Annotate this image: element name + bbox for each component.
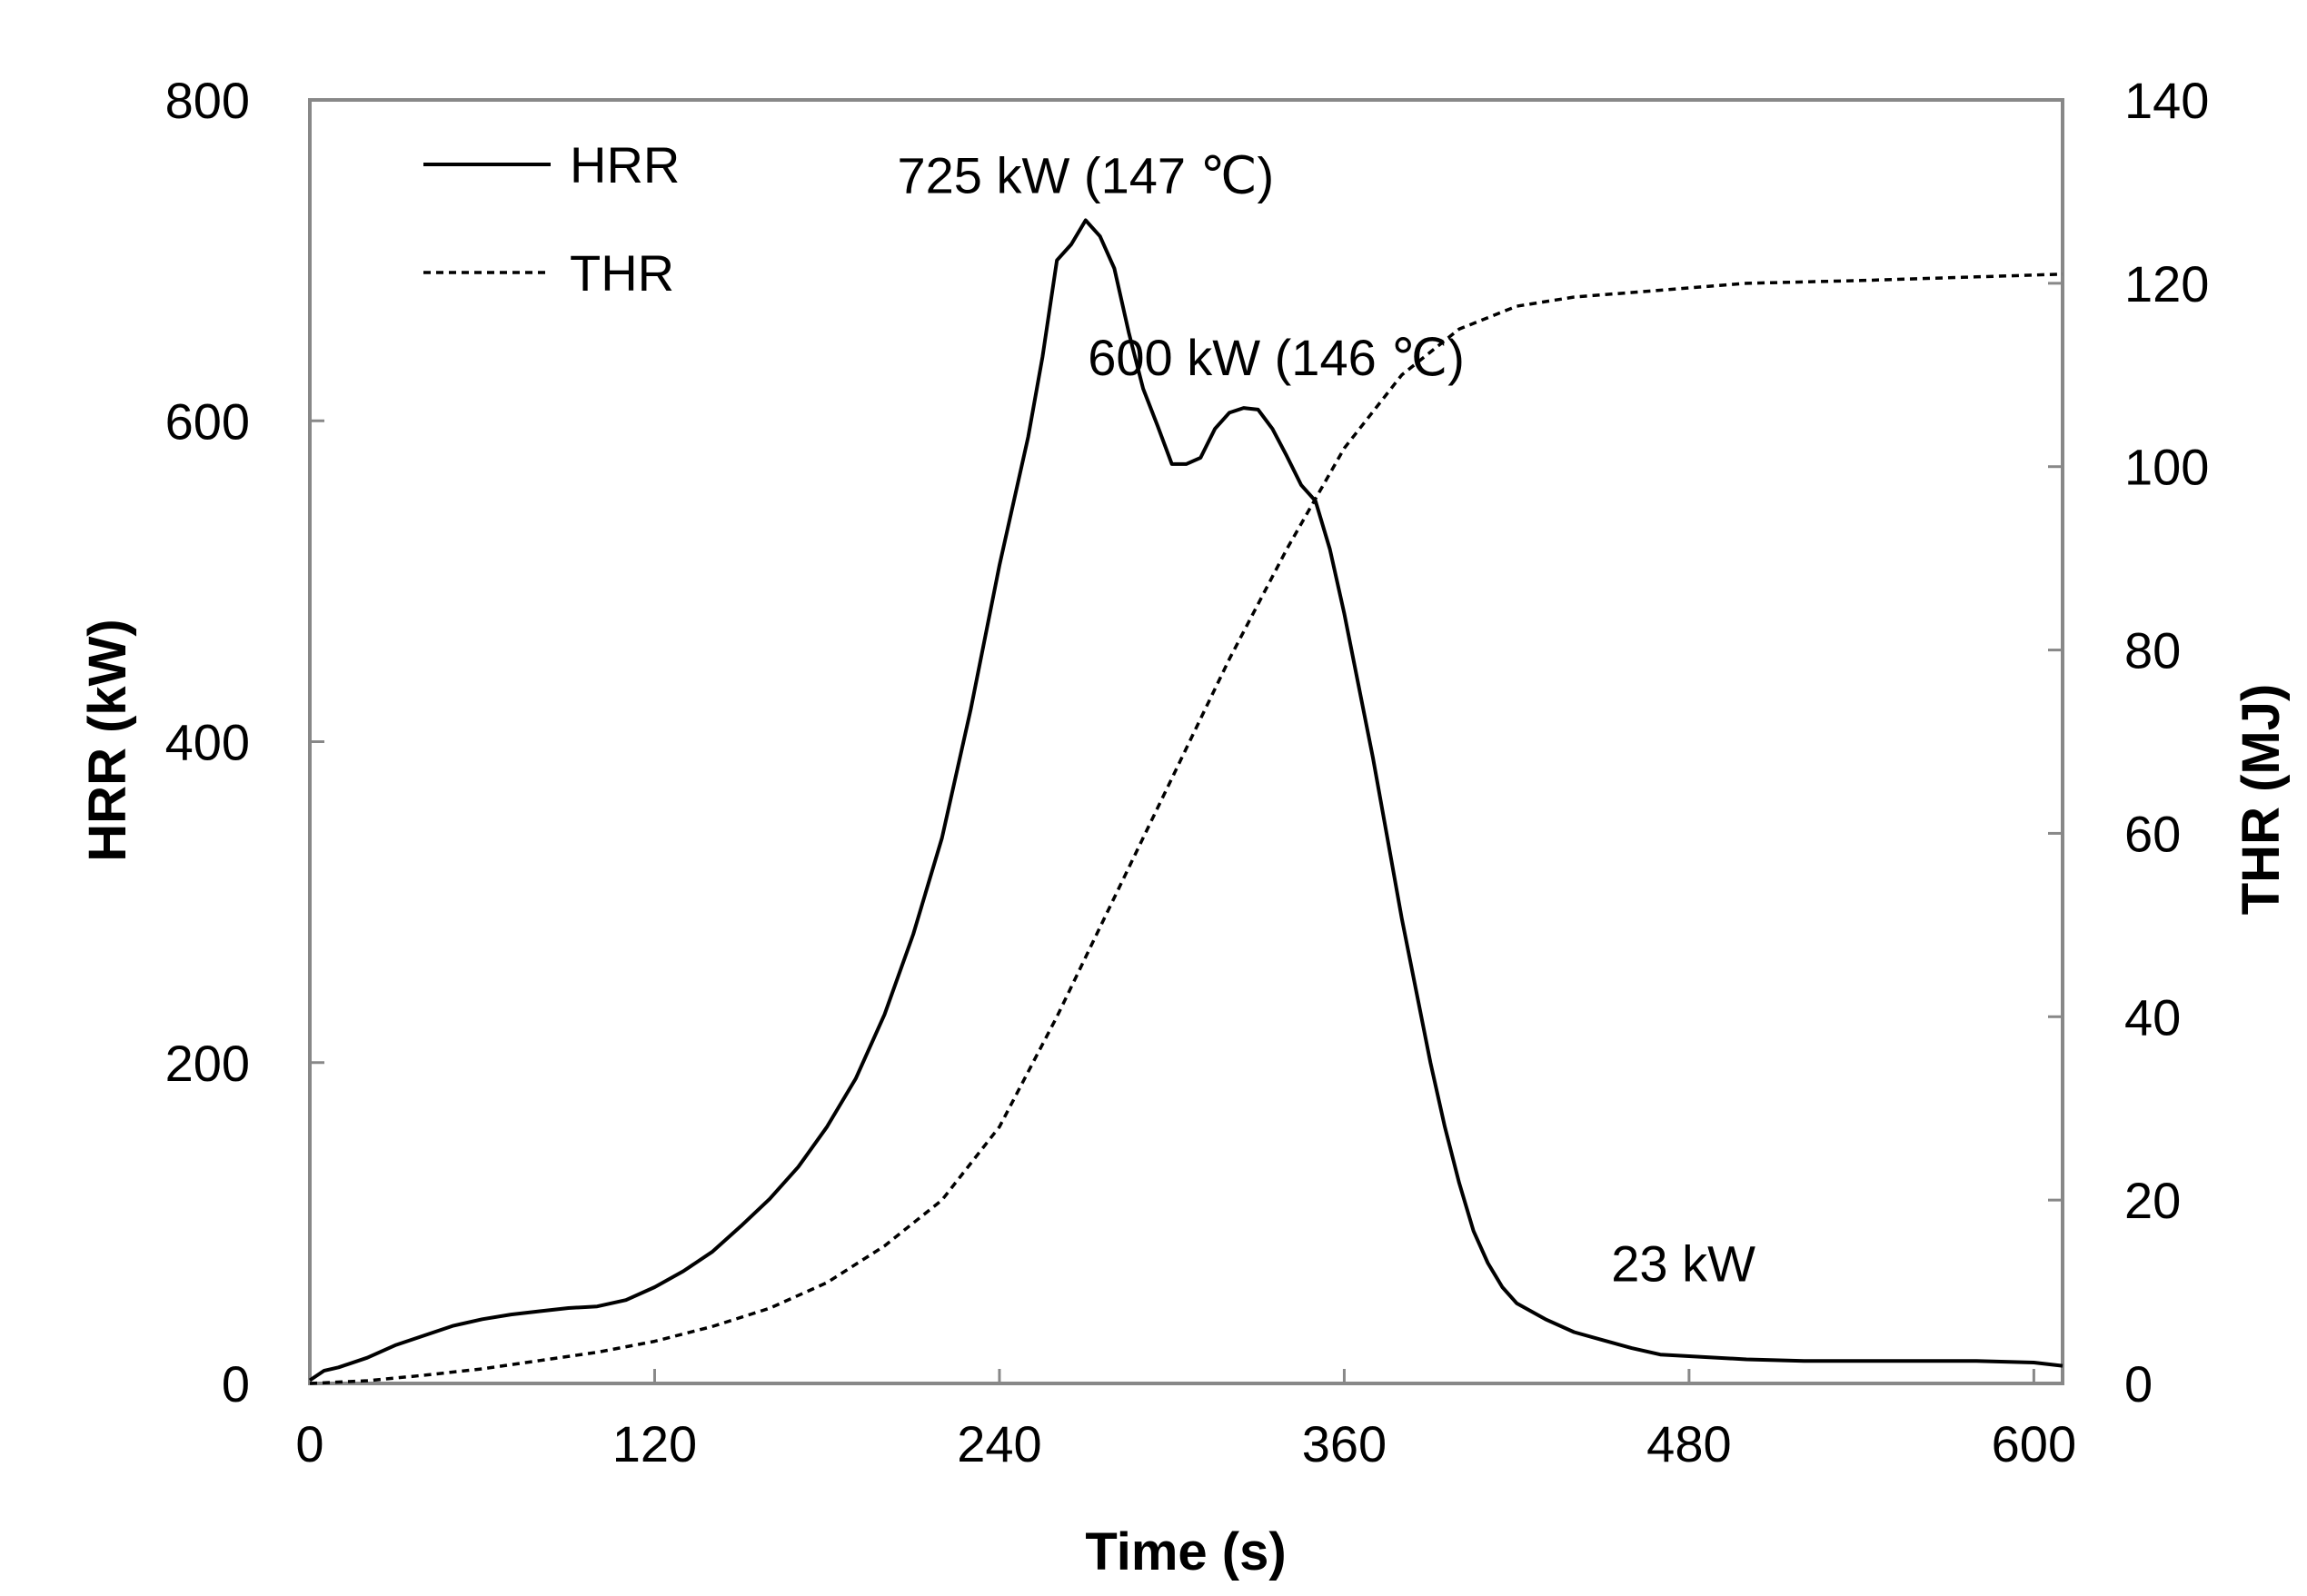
- x-tick-label: 120: [612, 1415, 697, 1472]
- right-y-tick-label: 140: [2124, 72, 2209, 129]
- legend: HRR THR: [423, 136, 680, 302]
- right-y-tick-label: 60: [2124, 805, 2181, 862]
- x-axis-title: Time (s): [1085, 1522, 1286, 1581]
- series-line-hrr: [308, 218, 2063, 1383]
- series-layer: [308, 218, 2063, 1385]
- left-y-tick-label: 600: [165, 392, 250, 450]
- left-y-tick-label: 800: [165, 72, 250, 129]
- left-y-tick-label: 200: [165, 1035, 250, 1092]
- x-axis: 0 120 240 360 480 600: [295, 1369, 2076, 1472]
- right-y-axis-title: THR (MJ): [2232, 684, 2291, 916]
- right-y-tick-label: 100: [2124, 439, 2209, 496]
- annotation-label: 23 kW: [1611, 1234, 1755, 1292]
- x-tick-label: 240: [957, 1415, 1041, 1472]
- x-tick-label: 600: [1992, 1415, 2076, 1472]
- x-tick-label: 360: [1302, 1415, 1387, 1472]
- x-tick-label: 480: [1646, 1415, 1731, 1472]
- right-y-axis: 0 20 40 60 80 100 120 140: [2048, 72, 2209, 1413]
- annotation-label: 725 kW (147 ℃): [898, 146, 1275, 203]
- series-line-thr: [309, 273, 2063, 1385]
- left-y-tick-label: 0: [222, 1355, 250, 1413]
- right-y-tick-label: 20: [2124, 1172, 2181, 1229]
- legend-label-hrr: HRR: [570, 136, 680, 193]
- annotation-layer: 725 kW (147 ℃) 600 kW (146 ℃) 23 kW: [898, 146, 1756, 1292]
- left-y-axis-title: HRR (kW): [78, 619, 137, 861]
- right-y-tick-label: 120: [2124, 255, 2209, 312]
- right-y-tick-label: 40: [2124, 988, 2181, 1046]
- right-y-tick-label: 0: [2124, 1355, 2153, 1413]
- x-tick-label: 0: [295, 1415, 323, 1472]
- annotation-label: 600 kW (146 ℃): [1088, 329, 1465, 386]
- left-y-axis: 0 200 400 600 800: [165, 72, 324, 1413]
- left-y-tick-label: 400: [165, 714, 250, 771]
- legend-label-thr: THR: [570, 244, 674, 302]
- right-y-tick-label: 80: [2124, 622, 2181, 679]
